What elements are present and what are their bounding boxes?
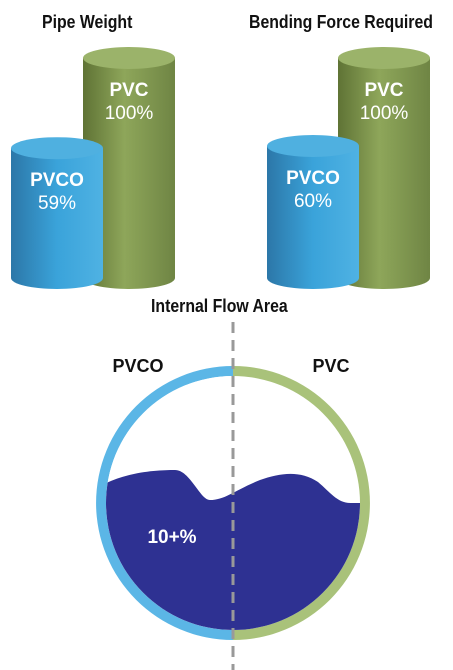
bending-force-pvc-category-label: PVC xyxy=(364,80,403,101)
pvco-flow-label: PVCO xyxy=(112,356,163,376)
pipe-weight-pvco-category-label: PVCO xyxy=(30,170,84,191)
bending-force-pvc-value-label: 100% xyxy=(360,103,409,124)
pipe-weight-pvco-bar-body xyxy=(11,148,103,289)
flow-percent-label: 10+% xyxy=(147,527,196,548)
flow-area-title: Internal Flow Area xyxy=(151,296,288,316)
pipe-weight-pvc-category-label: PVC xyxy=(109,80,148,101)
bending-force-pvco-bar-top xyxy=(267,135,359,157)
pipe-weight-pvco-bar-top xyxy=(11,137,103,160)
bending-force-title: Bending Force Required xyxy=(249,12,433,32)
pipe-weight-pvc-value-label: 100% xyxy=(105,103,154,124)
bending-force-pvc-bar-body xyxy=(338,58,430,289)
pipe-weight-pvc-bar-top xyxy=(83,47,175,69)
pipe-weight-title: Pipe Weight xyxy=(42,12,133,32)
pvc-flow-label: PVC xyxy=(312,356,349,376)
pipe-weight-pvco-value-label: 59% xyxy=(38,193,76,214)
bending-force-pvco-value-label: 60% xyxy=(294,191,332,212)
bending-force-pvco-bar-body xyxy=(267,146,359,289)
bending-force-pvco-category-label: PVCO xyxy=(286,168,340,189)
pipe-weight-pvc-bar-body xyxy=(83,58,175,289)
bending-force-pvc-bar-top xyxy=(338,47,430,69)
flow-area-diagram: 10+% xyxy=(96,366,370,640)
